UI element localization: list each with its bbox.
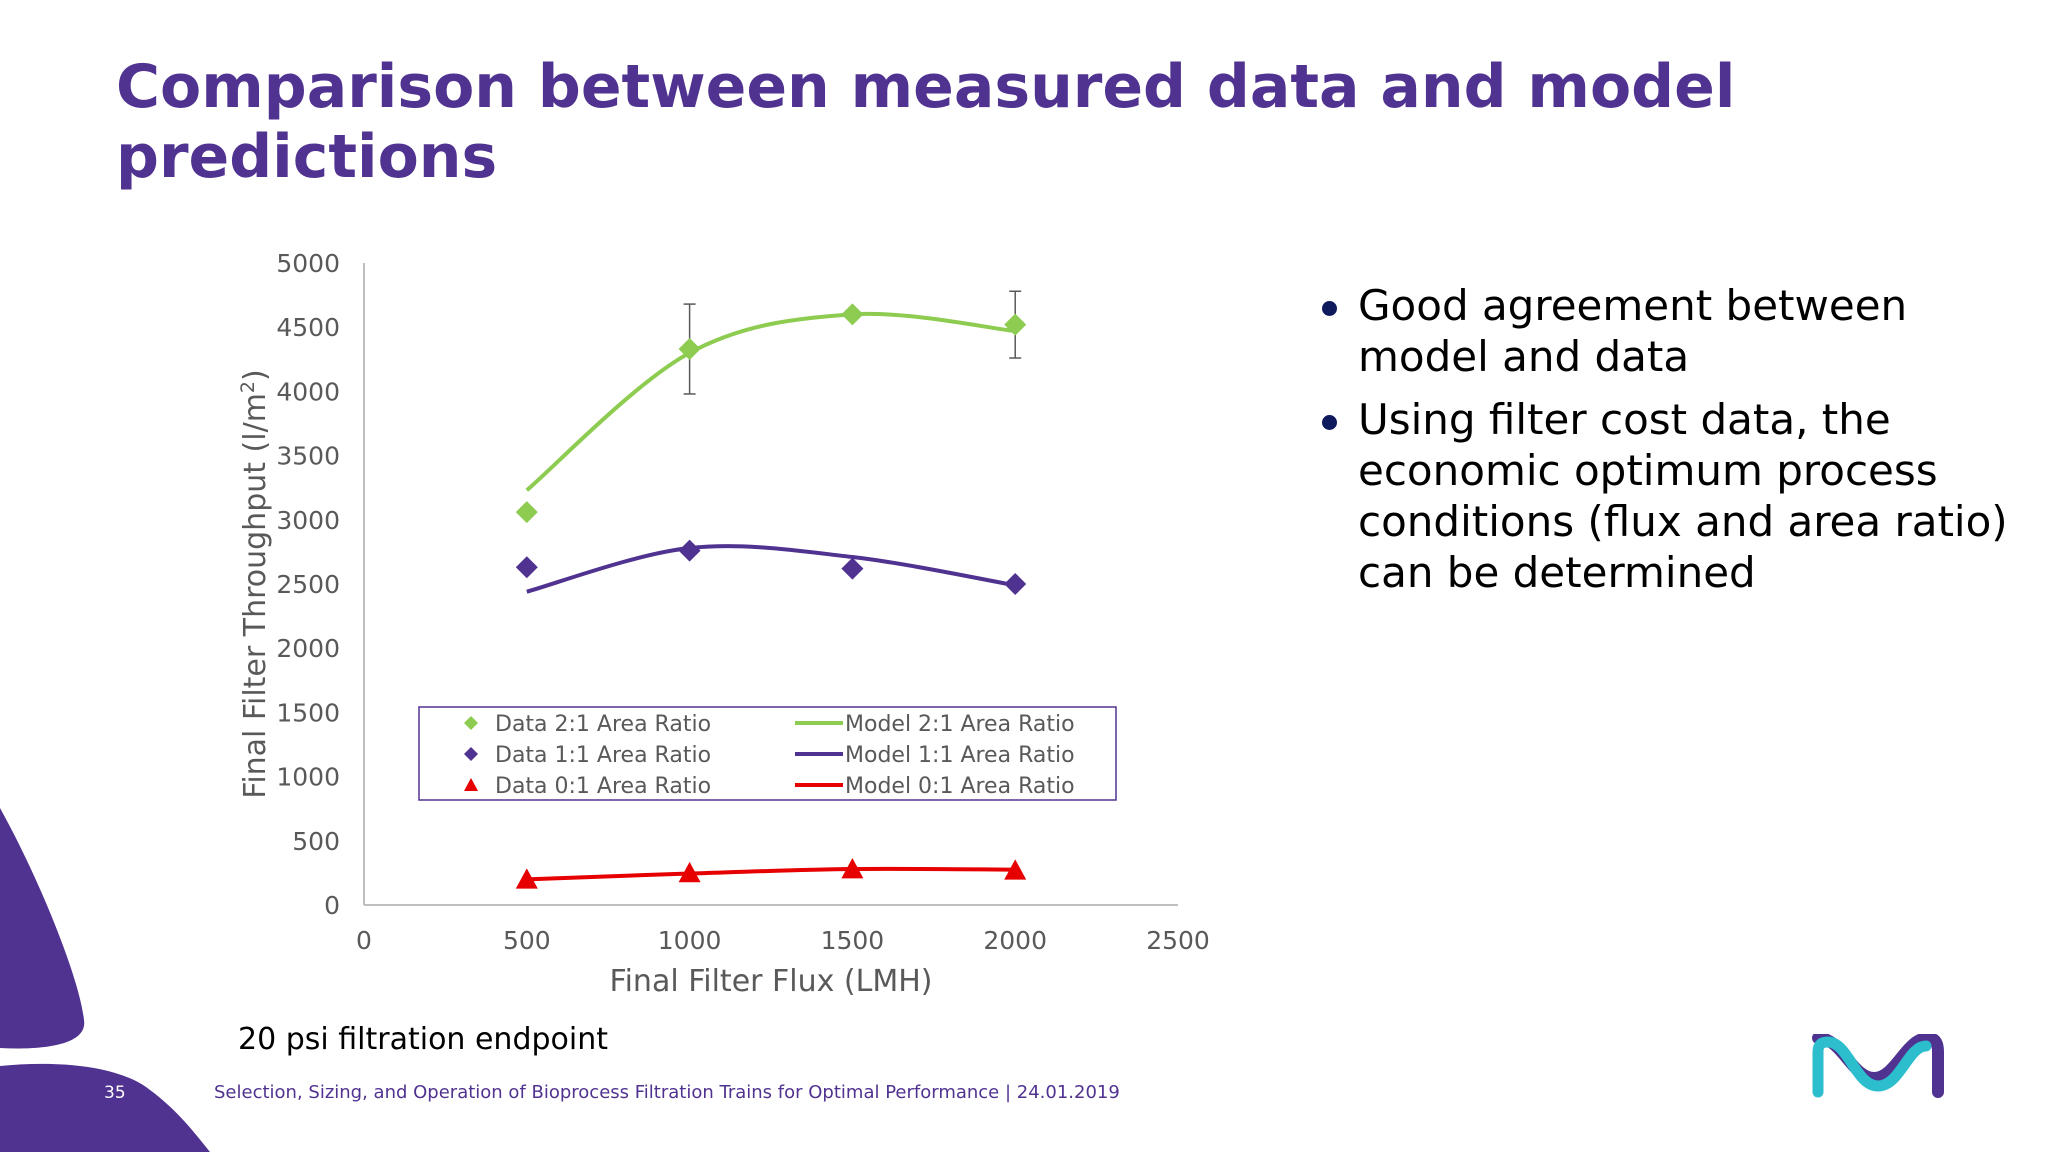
slide-title: Comparison between measured data and mod… (116, 52, 1736, 192)
legend-label: Model 0:1 Area Ratio (845, 774, 1075, 799)
y-axis-title: Final Filter Throughput (l/m2) (237, 369, 273, 799)
model-line (526, 544, 1016, 594)
legend-box (418, 706, 1117, 801)
x-axis-title: Final Filter Flux (LMH) (610, 964, 933, 999)
bullet-list: Good agreement between model and data Us… (1320, 280, 2020, 610)
data-point (1004, 859, 1027, 880)
y-tick-label: 4000 (276, 377, 340, 406)
x-tick-label: 2000 (983, 926, 1047, 955)
legend-label: Model 1:1 Area Ratio (845, 743, 1075, 768)
bullet-dot-icon (1322, 301, 1337, 316)
endpoint-note: 20 psi filtration endpoint (238, 1022, 608, 1057)
legend-marker (464, 716, 478, 730)
x-tick-label: 0 (356, 926, 372, 955)
data-point (515, 556, 538, 579)
company-logo-icon (1812, 1034, 1944, 1098)
x-tick-label: 2500 (1146, 926, 1210, 955)
bullet-dot-icon (1322, 415, 1337, 430)
data-point (1004, 313, 1027, 336)
data-point (1004, 573, 1027, 595)
y-tick-label: 2500 (276, 570, 340, 599)
footer-text: Selection, Sizing, and Operation of Biop… (214, 1082, 1120, 1103)
y-tick-label: 5000 (276, 249, 340, 278)
y-tick-label: 500 (292, 827, 340, 856)
data-point (515, 868, 538, 889)
bullet-text: Good agreement between model and data (1358, 281, 1908, 381)
y-tick-label: 3500 (276, 442, 340, 471)
y-tick-label: 1000 (276, 763, 340, 792)
x-tick-label: 1000 (658, 926, 722, 955)
data-point (841, 858, 864, 879)
model-line (526, 866, 1016, 882)
y-tick-label: 2000 (276, 634, 340, 663)
legend-label: Data 0:1 Area Ratio (495, 774, 711, 799)
data-point (515, 501, 538, 524)
data-point (841, 557, 864, 580)
legend-marker (464, 747, 478, 761)
legend-marker (464, 778, 478, 791)
x-tick-label: 1500 (821, 926, 885, 955)
x-tick-label: 500 (503, 926, 551, 955)
data-point (678, 861, 701, 883)
legend-label: Data 1:1 Area Ratio (495, 743, 711, 768)
model-line (525, 311, 1016, 492)
y-tick-label: 1500 (276, 698, 340, 727)
y-tick-label: 3000 (276, 506, 340, 535)
data-point (678, 338, 701, 361)
data-point (678, 539, 701, 562)
bullet-item: Using filter cost data, the economic opt… (1320, 394, 2020, 598)
data-point (841, 303, 864, 326)
legend-label: Data 2:1 Area Ratio (495, 712, 711, 737)
page-number: 35 (104, 1083, 126, 1103)
y-tick-label: 4500 (276, 313, 340, 342)
y-tick-label: 0 (324, 891, 340, 920)
bullet-text: Using filter cost data, the economic opt… (1358, 395, 2008, 597)
legend-label: Model 2:1 Area Ratio (845, 712, 1075, 737)
bullet-item: Good agreement between model and data (1320, 280, 2020, 382)
